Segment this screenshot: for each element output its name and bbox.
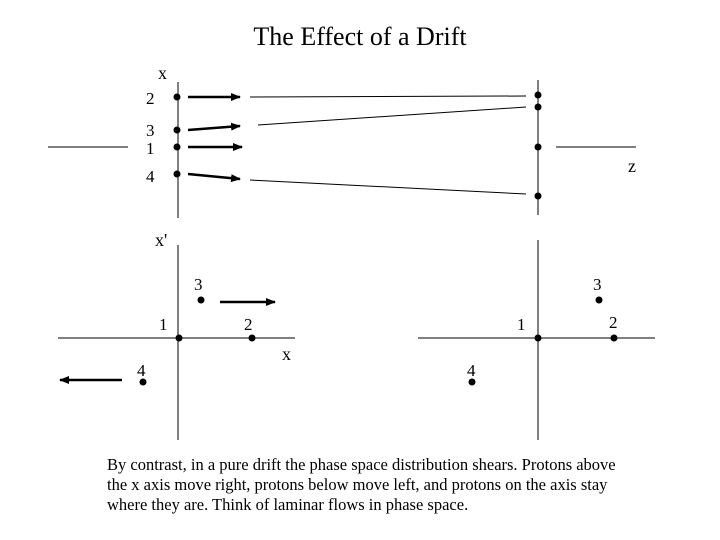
top-trajectory-3 xyxy=(257,106,527,126)
bl-label-4: 4 xyxy=(137,361,146,380)
bl-particle-4 xyxy=(139,378,147,386)
bl-particle-2 xyxy=(248,334,256,342)
top-particle-2 xyxy=(173,93,181,101)
top-particle-3 xyxy=(173,126,181,134)
slide-title: The Effect of a Drift xyxy=(253,22,467,51)
br-label-4: 4 xyxy=(467,361,476,380)
top-z-label: z xyxy=(628,156,636,176)
top-trajectory-2 xyxy=(249,95,527,98)
top-right-particle-2 xyxy=(534,91,542,99)
top-right-particle-4 xyxy=(534,192,542,200)
top-arrow-4 xyxy=(187,172,241,183)
br-label-2: 2 xyxy=(609,313,618,332)
bl-particle-1 xyxy=(175,334,183,342)
caption-text: By contrast, in a pure drift the phase s… xyxy=(107,455,616,514)
bl-particle-3 xyxy=(197,296,205,304)
bl-label-3: 3 xyxy=(194,275,203,294)
br-particle-4 xyxy=(468,378,476,386)
bl-label-2: 2 xyxy=(244,315,253,334)
br-label-1: 1 xyxy=(517,315,526,334)
br-label-3: 3 xyxy=(593,275,602,294)
top-right-particle-1 xyxy=(534,143,542,151)
top-particle-4 xyxy=(173,170,181,178)
bl-x-label: x xyxy=(282,344,291,364)
top-label-3: 3 xyxy=(146,121,155,140)
top-right-particle-3 xyxy=(534,103,542,111)
bl-label-1: 1 xyxy=(159,315,168,334)
br-particle-3 xyxy=(595,296,603,304)
top-x-label: x xyxy=(158,63,167,83)
top-trajectory-4 xyxy=(249,179,527,195)
top-label-2: 2 xyxy=(146,89,155,108)
top-particle-1 xyxy=(173,143,181,151)
top-label-4: 4 xyxy=(146,167,155,186)
top-label-1: 1 xyxy=(146,139,155,158)
br-particle-1 xyxy=(534,334,542,342)
br-particle-2 xyxy=(610,334,618,342)
top-arrow-3 xyxy=(187,122,241,132)
bl-xprime-label: x' xyxy=(155,230,167,250)
